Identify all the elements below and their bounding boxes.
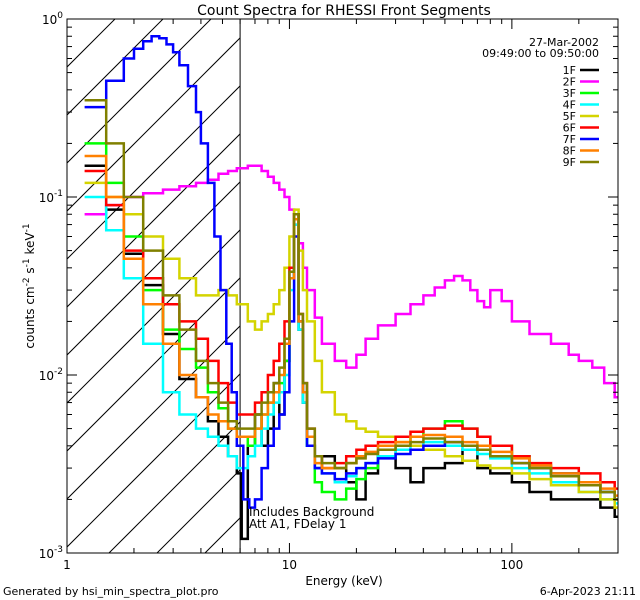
series-8F-line [84, 154, 618, 497]
series-4F-line [84, 195, 618, 505]
y-tick-label: 100 [42, 11, 63, 27]
legend-label-9F: 9F [563, 156, 576, 169]
y-tick-label: 10-2 [39, 367, 63, 383]
series-2F-line [84, 164, 618, 399]
series-1F-line [84, 164, 618, 541]
hatch-line [67, 37, 241, 212]
y-axis-label: counts cm-2 s-1 keV-1 [22, 223, 37, 348]
series-group [84, 34, 618, 541]
footer-timestamp: 6-Apr-2023 21:11 [540, 585, 636, 598]
legend-label-4F: 4F [563, 99, 576, 112]
observation-time-range: 09:49:00 to 09:50:00 [482, 47, 599, 60]
hatch-line [67, 133, 241, 308]
series-5F-line [84, 181, 618, 509]
y-tick-label: 10-1 [39, 189, 63, 205]
legend-label-7F: 7F [563, 133, 576, 146]
y-tick-label: 10-3 [39, 545, 63, 561]
annotation-background: Includes Background [249, 505, 374, 519]
hatch-line [67, 19, 68, 20]
hatch-line [67, 19, 164, 116]
hatch-line [67, 373, 241, 548]
axis-ticks [66, 18, 619, 554]
hatch-line [67, 19, 212, 164]
x-tick-label: 1 [63, 558, 71, 572]
legend-label-1F: 1F [563, 64, 576, 77]
legend-label-3F: 3F [563, 87, 576, 100]
hatch-line [67, 181, 241, 356]
legend-label-2F: 2F [563, 76, 576, 89]
series-7F-line [84, 34, 618, 509]
annotation-attenuator: Att A1, FDelay 1 [249, 517, 346, 531]
legend-label-6F: 6F [563, 122, 576, 135]
legend-label-8F: 8F [563, 145, 576, 158]
hatch-line [108, 421, 241, 553]
shaded-region [67, 19, 241, 553]
series-9F-line [84, 98, 618, 501]
x-axis-label: Energy (keV) [305, 574, 382, 588]
hatch-line [67, 325, 241, 500]
plot-frame [66, 18, 619, 554]
hatch-line [67, 277, 241, 452]
hatch-line [67, 85, 241, 260]
footer-generated-by: Generated by hsi_min_spectra_plot.pro [3, 585, 219, 598]
series-3F-line [84, 142, 618, 501]
x-tick-label: 10 [282, 558, 297, 572]
chart-title: Count Spectra for RHESSI Front Segments [197, 3, 491, 19]
x-tick-label: 100 [500, 558, 523, 572]
observation-date: 27-Mar-2002 [529, 36, 599, 49]
hatch-line [67, 229, 241, 404]
legend-label-5F: 5F [563, 110, 576, 123]
